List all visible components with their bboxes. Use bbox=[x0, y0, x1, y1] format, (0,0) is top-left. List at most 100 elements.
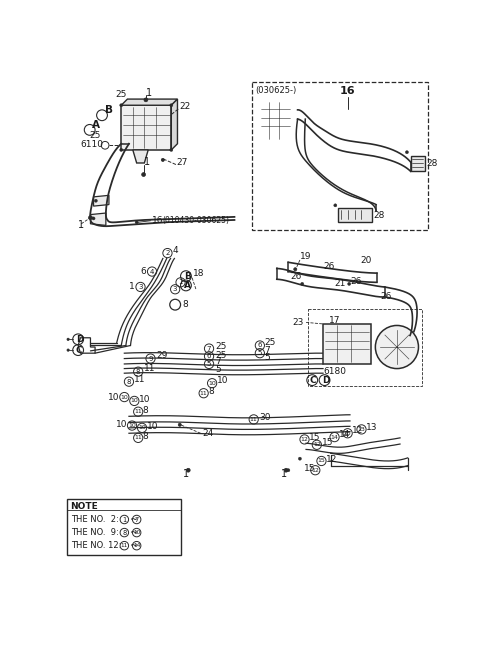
Text: 5: 5 bbox=[215, 365, 221, 374]
Bar bbox=[308, 309, 421, 386]
Text: 15: 15 bbox=[309, 433, 321, 442]
Text: 8: 8 bbox=[127, 379, 131, 384]
Text: D: D bbox=[322, 375, 330, 384]
Text: 10: 10 bbox=[116, 419, 127, 428]
Bar bbox=[337, 209, 372, 222]
Text: 10: 10 bbox=[131, 399, 138, 403]
Text: 6110: 6110 bbox=[81, 140, 104, 149]
Text: 8: 8 bbox=[143, 406, 149, 415]
Circle shape bbox=[170, 149, 173, 151]
Text: 11: 11 bbox=[134, 409, 142, 414]
Text: 3: 3 bbox=[138, 284, 143, 290]
Text: 6: 6 bbox=[140, 267, 146, 276]
Text: 1: 1 bbox=[122, 517, 126, 523]
Text: 25: 25 bbox=[215, 351, 227, 360]
Text: 20: 20 bbox=[360, 256, 372, 266]
Text: 8: 8 bbox=[182, 300, 188, 309]
Text: 24: 24 bbox=[202, 429, 213, 438]
Circle shape bbox=[144, 98, 148, 102]
Circle shape bbox=[67, 349, 69, 351]
Circle shape bbox=[299, 457, 301, 460]
Circle shape bbox=[120, 149, 123, 151]
Text: 1: 1 bbox=[144, 157, 150, 167]
Text: 21: 21 bbox=[335, 279, 346, 288]
Circle shape bbox=[186, 468, 190, 472]
Text: THE NO.  9:: THE NO. 9: bbox=[71, 528, 119, 537]
Text: 1: 1 bbox=[130, 282, 135, 291]
Circle shape bbox=[92, 217, 95, 220]
Text: 1: 1 bbox=[183, 469, 189, 479]
Text: 7: 7 bbox=[134, 517, 139, 523]
Bar bbox=[323, 324, 371, 364]
Text: 8: 8 bbox=[208, 387, 214, 396]
Text: 13: 13 bbox=[358, 427, 365, 432]
Circle shape bbox=[94, 199, 97, 202]
Text: 6: 6 bbox=[258, 342, 262, 348]
Text: 7: 7 bbox=[215, 357, 221, 366]
Text: 10: 10 bbox=[133, 530, 140, 535]
Text: A: A bbox=[184, 281, 191, 290]
Text: ~: ~ bbox=[130, 514, 138, 525]
Text: ~: ~ bbox=[130, 528, 138, 537]
Text: 1: 1 bbox=[146, 88, 152, 98]
Text: 11: 11 bbox=[134, 435, 142, 441]
Text: 1: 1 bbox=[178, 279, 183, 286]
Text: 28: 28 bbox=[374, 211, 385, 220]
Text: 3: 3 bbox=[173, 286, 178, 292]
Text: THE NO. 12:: THE NO. 12: bbox=[71, 541, 121, 550]
Text: 5: 5 bbox=[207, 361, 211, 367]
Circle shape bbox=[406, 151, 408, 154]
Text: 12: 12 bbox=[312, 468, 319, 473]
Text: 13: 13 bbox=[366, 422, 378, 432]
Text: B: B bbox=[184, 272, 191, 280]
Bar bbox=[67, 499, 181, 555]
Text: B: B bbox=[105, 105, 113, 115]
Text: C: C bbox=[310, 375, 316, 384]
Text: 12: 12 bbox=[326, 455, 337, 464]
Text: 25: 25 bbox=[215, 342, 227, 351]
Circle shape bbox=[294, 267, 297, 271]
Text: ~: ~ bbox=[130, 541, 138, 550]
Text: C: C bbox=[76, 346, 83, 355]
Text: 11: 11 bbox=[200, 391, 207, 396]
Circle shape bbox=[161, 158, 164, 162]
Text: 6180: 6180 bbox=[323, 367, 346, 376]
Text: 8: 8 bbox=[136, 369, 141, 375]
Circle shape bbox=[135, 221, 138, 224]
Text: 11: 11 bbox=[120, 543, 128, 548]
Text: 17: 17 bbox=[329, 315, 341, 324]
Text: 11: 11 bbox=[134, 375, 146, 384]
Polygon shape bbox=[94, 195, 109, 206]
Text: 19: 19 bbox=[300, 252, 312, 260]
Text: 8: 8 bbox=[143, 432, 149, 441]
Text: 5: 5 bbox=[264, 353, 270, 362]
Text: 14: 14 bbox=[339, 430, 350, 439]
Text: 29: 29 bbox=[156, 351, 168, 360]
Text: 22: 22 bbox=[179, 102, 190, 111]
Circle shape bbox=[67, 338, 69, 340]
Text: 15: 15 bbox=[344, 431, 351, 436]
Text: 26: 26 bbox=[350, 277, 361, 286]
Text: (010430-030625): (010430-030625) bbox=[162, 216, 229, 225]
Text: 10: 10 bbox=[147, 422, 158, 431]
Text: 7: 7 bbox=[264, 346, 270, 355]
Circle shape bbox=[334, 203, 337, 207]
Text: 10: 10 bbox=[108, 393, 120, 402]
Text: 15: 15 bbox=[304, 464, 315, 473]
Text: 10: 10 bbox=[217, 377, 228, 386]
Text: 25: 25 bbox=[90, 130, 101, 140]
Circle shape bbox=[300, 282, 304, 286]
Polygon shape bbox=[133, 150, 148, 163]
Text: 4: 4 bbox=[150, 269, 154, 275]
Circle shape bbox=[348, 282, 351, 286]
Text: 10: 10 bbox=[208, 380, 216, 386]
Text: 7: 7 bbox=[207, 346, 211, 351]
Text: 11: 11 bbox=[250, 417, 258, 422]
Text: 27: 27 bbox=[177, 158, 188, 167]
Text: THE NO.  2:: THE NO. 2: bbox=[71, 515, 119, 524]
Text: 14: 14 bbox=[331, 435, 338, 440]
Text: (030625-): (030625-) bbox=[255, 86, 297, 95]
Polygon shape bbox=[121, 99, 178, 105]
Text: 25: 25 bbox=[264, 338, 276, 347]
Text: 12: 12 bbox=[313, 443, 321, 447]
